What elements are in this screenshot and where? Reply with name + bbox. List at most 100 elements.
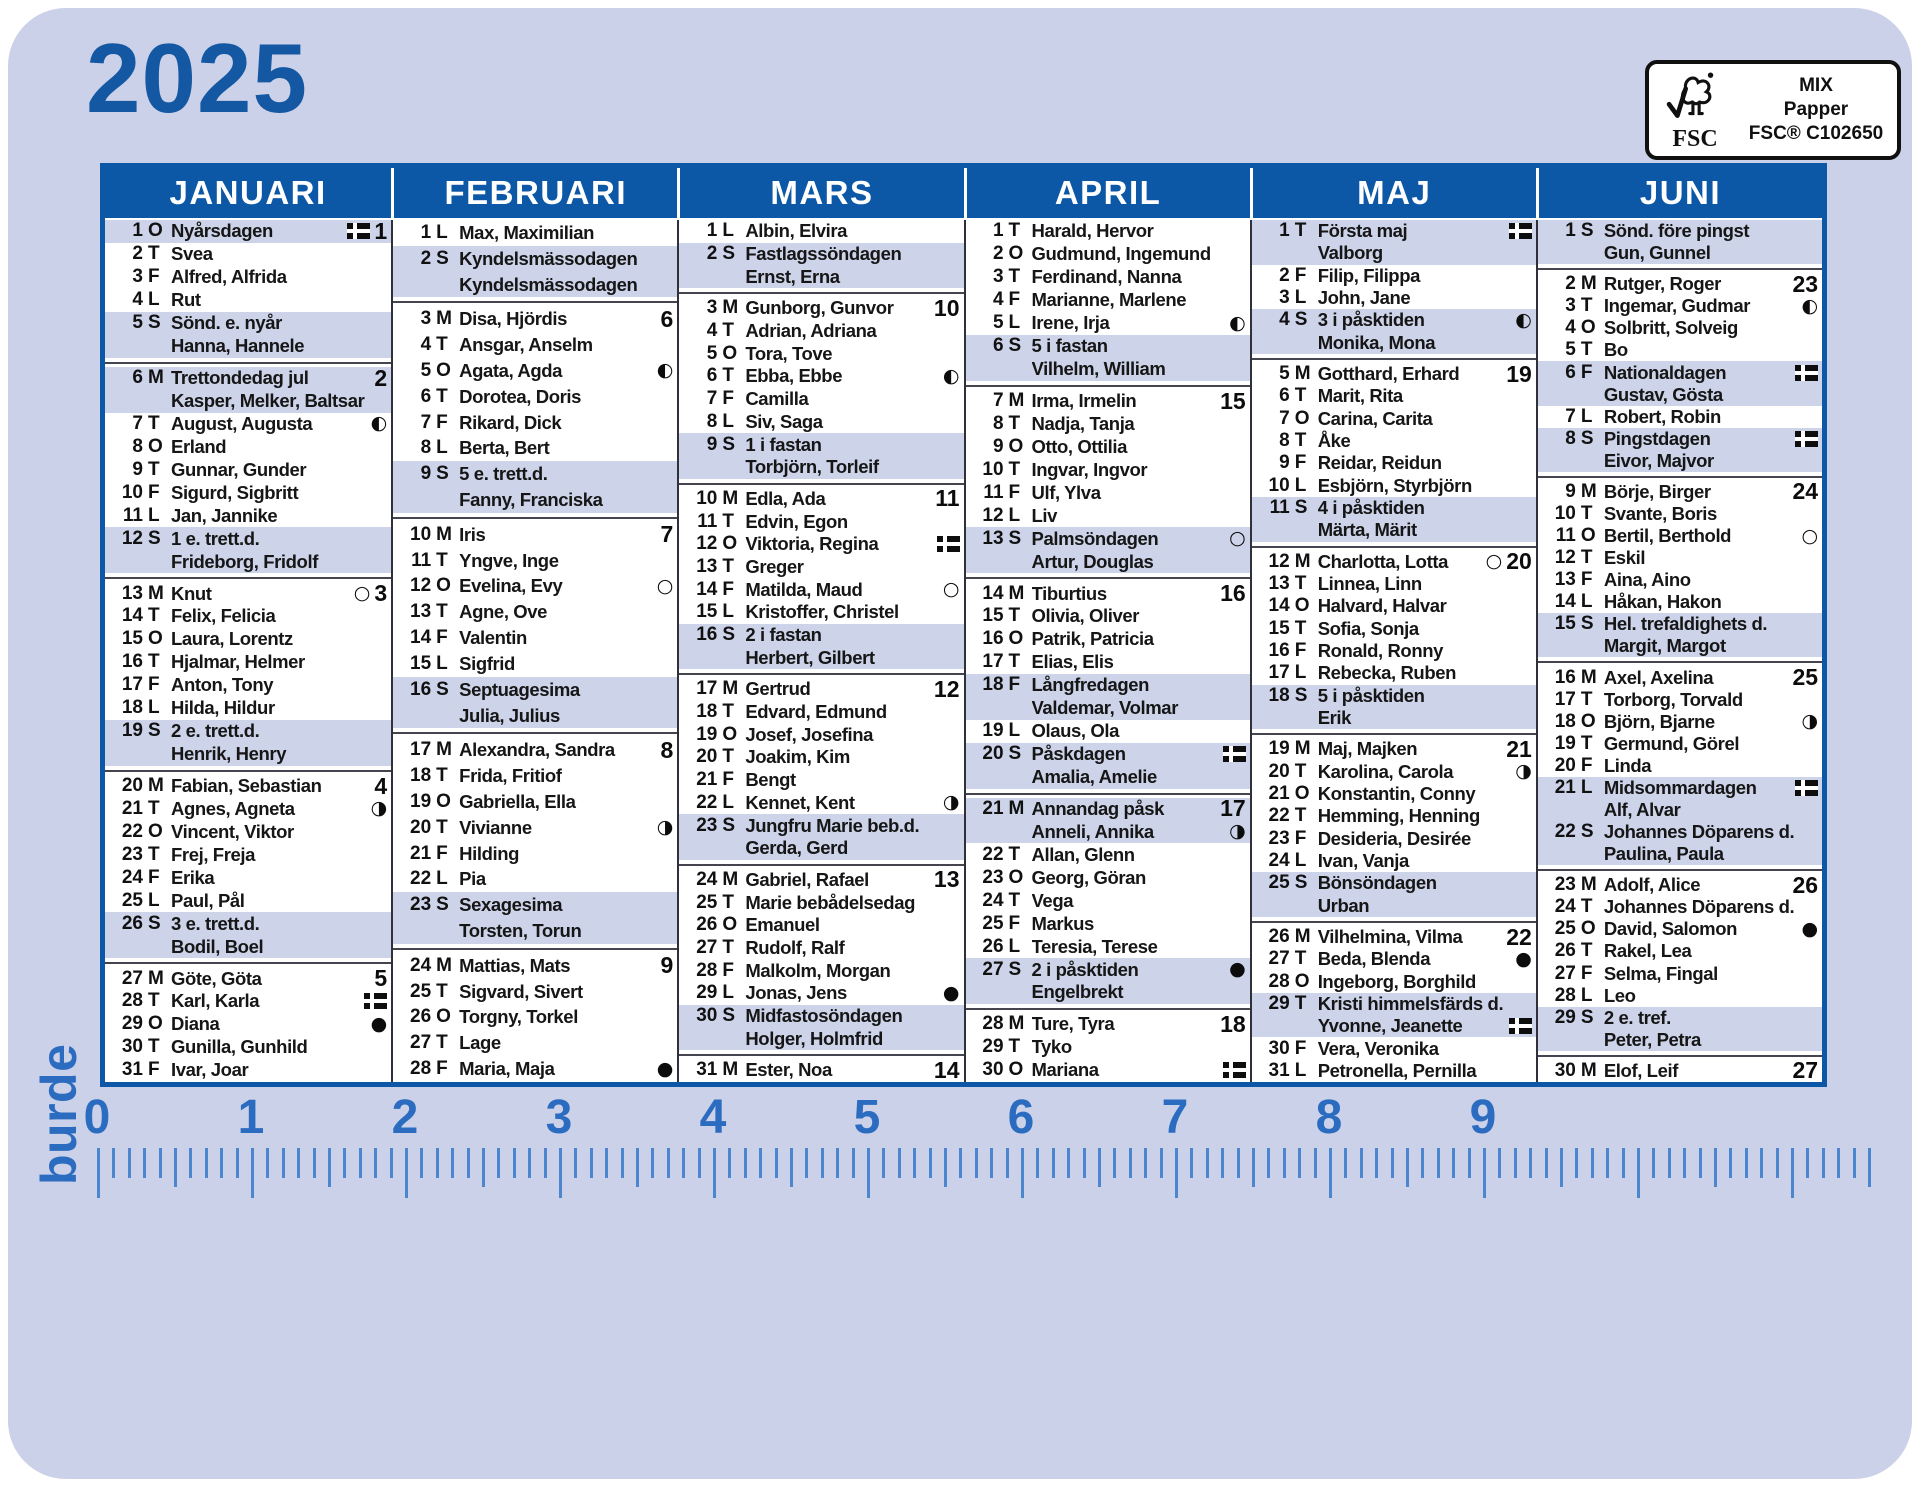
day-row: 29 L Jonas, Jens ●	[679, 982, 963, 1005]
day-text: Vera, Veronika	[1317, 1037, 1439, 1059]
day-number: 24	[1554, 896, 1576, 918]
day-number: 24	[982, 889, 1004, 911]
weekday-letter: M	[436, 739, 452, 761]
weekday-letter: F	[436, 1058, 448, 1080]
weekday-letter: T	[436, 765, 448, 787]
day-text: 5 i påsktiden	[1317, 684, 1425, 706]
weekday-letter: S	[436, 894, 449, 916]
day-number: 15	[982, 605, 1004, 627]
week-separator	[105, 962, 392, 965]
weekday-letter: T	[148, 651, 160, 673]
day-row: 6 T Dorotea, Doris	[393, 384, 677, 410]
day-number: 12	[696, 533, 718, 555]
ruler-tick	[836, 1148, 840, 1178]
day-row: 14 F Matilda, Maud ○	[679, 578, 963, 601]
day-text: Gustav, Gösta	[1603, 383, 1723, 405]
day-row: 27 T Lage	[393, 1030, 677, 1056]
day-number: 7	[420, 411, 432, 433]
day-text: Robert, Robin	[1603, 405, 1721, 427]
moon-phase-icon: ○	[1229, 527, 1246, 550]
weekday-letter: F	[148, 866, 160, 888]
day-number: 15	[410, 652, 432, 674]
weekday-letter: T	[436, 980, 448, 1002]
week-number: 20	[1506, 548, 1532, 575]
day-number: 19	[696, 723, 718, 745]
day-number: 12	[1554, 547, 1576, 569]
week-separator	[105, 577, 392, 580]
ruler-tick	[1452, 1148, 1456, 1178]
day-row: 13 T Linnea, Linn	[1252, 573, 1536, 595]
ruler-tick	[1590, 1148, 1594, 1178]
weekday-letter: O	[722, 342, 738, 364]
day-text: Henrik, Henry	[171, 743, 287, 765]
swedish-flag-icon	[1508, 223, 1532, 240]
day-number: 11	[697, 510, 718, 532]
day-text: Selma, Fingal	[1603, 962, 1718, 984]
weekday-letter: T	[1580, 295, 1593, 317]
day-text: Vilhelmina, Vilma	[1317, 926, 1463, 947]
week-separator	[1251, 545, 1536, 548]
month-body: 1 O Nyårsdagen 1 2 T Svea 3 F Alfred, Alfrida 4 L Ru…	[105, 220, 392, 1082]
day-number: 25	[121, 889, 143, 911]
day-text: Max, Maximilian	[459, 221, 595, 243]
week-separator	[105, 769, 392, 772]
moon-phase-icon: ◐	[370, 412, 388, 435]
day-number: 25	[410, 980, 432, 1002]
week-separator	[1251, 357, 1536, 360]
day-row: Vilhelm, William	[965, 357, 1250, 381]
ruler-number: 1	[237, 1091, 265, 1144]
week-number: 5	[374, 965, 388, 992]
day-text: Torgny, Torkel	[459, 1006, 578, 1028]
day-number: 21	[1554, 776, 1576, 798]
weekday-letter: L	[436, 652, 448, 674]
day-number: 23	[410, 894, 432, 916]
ruler-tick	[774, 1148, 778, 1178]
ruler-tick	[1637, 1148, 1640, 1198]
day-text: Linda	[1603, 754, 1652, 776]
weekday-letter: O	[436, 575, 451, 597]
ruler-number: 0	[83, 1091, 111, 1144]
day-row: 25 T Marie bebådelsedag	[679, 891, 963, 914]
day-row: 18 F Långfredagen	[965, 673, 1250, 697]
day-number: 25	[1554, 918, 1576, 940]
ruler-tick	[220, 1148, 224, 1178]
day-row: 18 O Björn, Bjarne ◑	[1538, 711, 1822, 733]
day-number: 19	[982, 720, 1004, 742]
day-text: Berta, Bert	[459, 437, 550, 459]
ruler-tick	[328, 1148, 331, 1187]
week-number: 2	[374, 364, 388, 391]
day-row: 17 M Alexandra, Sandra 8	[393, 737, 677, 763]
day-text: Hanna, Hannele	[171, 335, 305, 357]
day-number: 28	[696, 959, 718, 981]
day-row: 1 L Max, Maximilian	[393, 220, 677, 246]
day-row: 21 L Midsommardagen	[1537, 776, 1823, 799]
day-number: 30	[982, 1059, 1004, 1081]
day-number: 17	[982, 651, 1004, 673]
weekday-letter: S	[1580, 427, 1594, 449]
ruler-tick	[620, 1148, 624, 1178]
weekday-letter: T	[148, 990, 160, 1012]
day-row: 19 L Olaus, Ola	[966, 720, 1250, 743]
weekday-letter: M	[1580, 666, 1597, 688]
week-number: 1	[374, 220, 388, 244]
day-row: 17 L Rebecka, Ruben	[1252, 662, 1536, 684]
day-text: Bönsöndagen	[1317, 872, 1437, 894]
week-number: 10	[933, 294, 960, 321]
day-text: Ulf, Ylva	[1031, 481, 1101, 503]
week-separator	[1537, 869, 1823, 872]
day-row: Eivor, Majvor	[1537, 449, 1823, 472]
day-text: Ernst, Erna	[745, 265, 840, 287]
day-row: 3 T Ingemar, Gudmar ◐	[1538, 295, 1822, 317]
day-row: 2 F Filip, Filippa	[1252, 265, 1536, 287]
day-number: 16	[696, 624, 718, 646]
day-number: 26	[696, 914, 718, 936]
day-text: Bertil, Berthold	[1603, 525, 1732, 547]
day-text: Gunnar, Gunder	[171, 458, 307, 480]
weekday-letter: F	[1008, 481, 1021, 503]
day-number: 8	[132, 435, 143, 457]
day-row: 4 F Marianne, Marlene	[966, 289, 1250, 312]
ruler-tick	[266, 1148, 270, 1178]
month-column-maj: MAJ 1 T Första maj Valborg 2 F Filip, Filippa 3 L…	[1249, 168, 1536, 1082]
day-text: Anton, Tony	[171, 674, 274, 696]
weekday-letter: T	[1580, 896, 1593, 918]
